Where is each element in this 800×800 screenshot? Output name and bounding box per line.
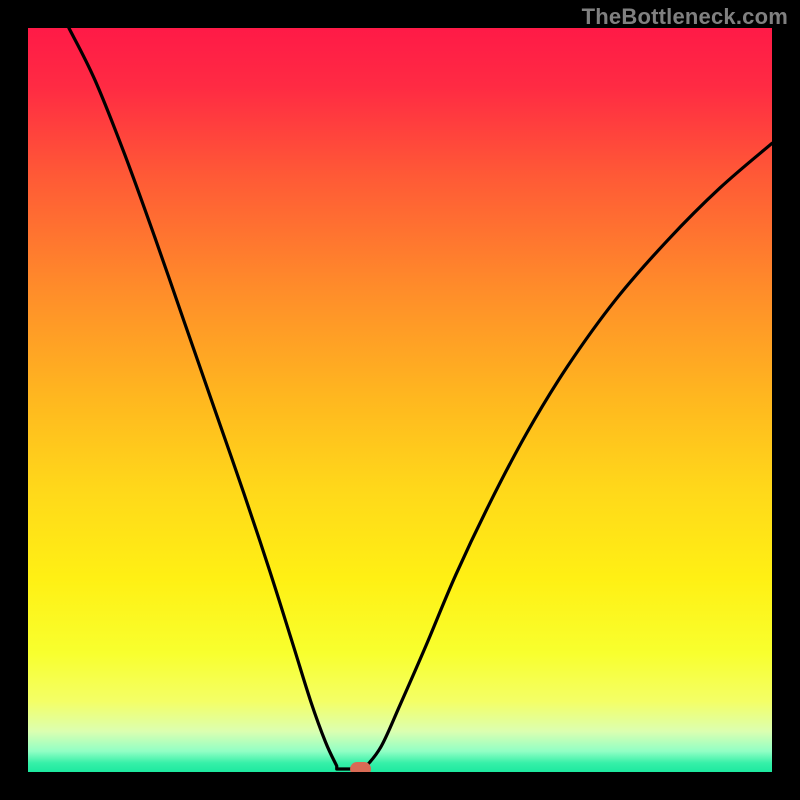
chart-container: TheBottleneck.com bbox=[0, 0, 800, 800]
bottleneck-chart bbox=[0, 0, 800, 800]
watermark-text: TheBottleneck.com bbox=[582, 4, 788, 30]
frame-border bbox=[772, 0, 800, 800]
frame-border bbox=[0, 0, 28, 800]
plot-background bbox=[28, 28, 772, 772]
frame-border bbox=[0, 772, 800, 800]
